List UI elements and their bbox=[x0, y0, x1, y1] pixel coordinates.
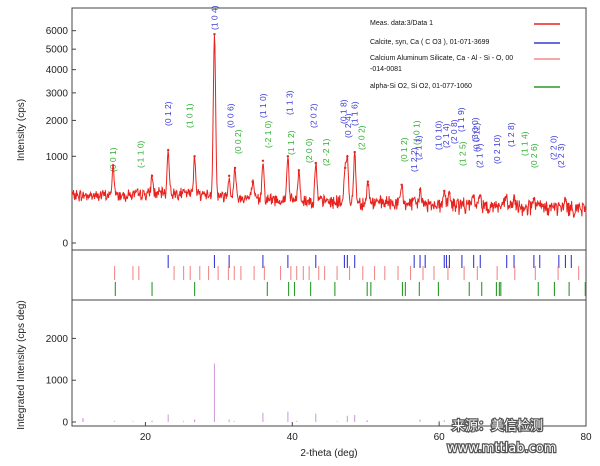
x-tick-label: 60 bbox=[434, 432, 446, 443]
measured-pattern-line bbox=[71, 35, 587, 218]
hkl-label: (1 1 4) bbox=[519, 131, 529, 156]
bottom-y-axis-label: Integrated Intensity (cps deg) bbox=[16, 300, 27, 430]
hkl-label: (1 0 4) bbox=[209, 5, 219, 30]
hkl-label: (2 0 2) bbox=[309, 103, 319, 128]
x-axis-ticks: 20 40 60 80 bbox=[140, 422, 592, 443]
hkl-label: (0 2 10) bbox=[492, 135, 502, 164]
peak-point bbox=[213, 33, 216, 36]
top-y-tick-label: 4000 bbox=[46, 65, 69, 76]
top-y-tick-label: 0 bbox=[62, 239, 68, 250]
hkl-label: (0 1 2) bbox=[399, 137, 409, 162]
hkl-label: (1 0 1) bbox=[184, 103, 194, 128]
bottom-y-tick-label: 0 bbox=[62, 418, 68, 429]
hkl-label: (3 0 0) bbox=[470, 117, 480, 142]
x-axis-label: 2-theta (deg) bbox=[300, 448, 357, 459]
hkl-label: (0 2 6) bbox=[529, 143, 539, 168]
hkl-label: (2 1 4) bbox=[441, 123, 451, 148]
integrated-panel bbox=[71, 299, 587, 427]
peak-point bbox=[286, 155, 290, 158]
top-y-ticks: 0 1000 2000 3000 4000 5000 6000 bbox=[46, 26, 76, 250]
legend-label-calcium-aluminum-silicate: Calcium Aluminum Silicate, Ca - Al - Si … bbox=[370, 55, 513, 62]
peak-point bbox=[227, 174, 231, 178]
hkl-label: (2 2 3) bbox=[556, 143, 566, 168]
legend-label-calcium-aluminum-silicate-cont: -014-0081 bbox=[370, 66, 402, 73]
hkl-label: (-1 1 0) bbox=[135, 140, 145, 168]
hkl-label: (0 0 6) bbox=[226, 103, 236, 128]
hkl-label: (2 -2 1) bbox=[321, 138, 331, 166]
hkl-label: (0 0 12) bbox=[472, 123, 482, 152]
integrated-intensity-sticks bbox=[82, 363, 539, 422]
intensity-panel bbox=[71, 7, 587, 251]
hkl-label: (0 2 4) bbox=[343, 113, 353, 138]
top-y-tick-label: 6000 bbox=[46, 26, 69, 37]
x-tick-label: 20 bbox=[140, 432, 152, 443]
hkl-label: (1 0 10) bbox=[433, 121, 443, 150]
hkl-label: (1 1 3) bbox=[284, 90, 294, 115]
hkl-label: (1 1 6) bbox=[350, 101, 360, 126]
hkl-label: (2 0 0) bbox=[304, 138, 314, 163]
x-tick-label: 80 bbox=[580, 432, 592, 443]
hkl-label: (-2 1 0) bbox=[263, 120, 273, 148]
top-y-tick-label: 3000 bbox=[46, 88, 69, 99]
hkl-label: (1 0 1) bbox=[411, 120, 421, 145]
hkl-label: (0 0 1) bbox=[108, 147, 118, 172]
legend-label-quartz: alpha-Si O2, Si O2, 01-077-1060 bbox=[370, 83, 472, 90]
hkl-label: (1 1 9) bbox=[456, 107, 466, 132]
watermark: 来源：美信检测 www.mttlab.com bbox=[446, 418, 558, 457]
legend-label-measured: Meas. data:3/Data 1 bbox=[370, 20, 433, 27]
hkl-label: (1 2 8) bbox=[506, 122, 516, 147]
bottom-y-tick-label: 1000 bbox=[46, 376, 69, 387]
hkl-label: (0 1 8) bbox=[339, 99, 349, 124]
peak-point bbox=[261, 159, 265, 162]
phase-marker-panel bbox=[71, 249, 587, 301]
legend: Meas. data:3/Data 1 Calcite, syn, Ca ( C… bbox=[370, 20, 560, 90]
hkl-label: (2 0 2) bbox=[356, 125, 366, 150]
top-y-axis-label: Intensity (cps) bbox=[16, 99, 27, 161]
hkl-label: (0 1 2) bbox=[163, 101, 173, 126]
hkl-label: (1 1 2) bbox=[286, 130, 296, 155]
top-y-tick-label: 2000 bbox=[46, 116, 69, 127]
bottom-y-tick-label: 2000 bbox=[46, 334, 69, 345]
bottom-y-ticks: 0 1000 2000 bbox=[46, 334, 76, 429]
hkl-label: (2 2 0) bbox=[549, 135, 559, 160]
reference-marker-ticks bbox=[114, 255, 586, 296]
top-y-tick-label: 5000 bbox=[46, 45, 69, 56]
hkl-label: (2 1 7) bbox=[475, 143, 485, 168]
hkl-label: (2 1 1) bbox=[414, 135, 424, 160]
top-y-tick-label: 1000 bbox=[46, 152, 69, 163]
hkl-label: (1 2 5) bbox=[458, 141, 468, 166]
watermark-line-2: www.mttlab.com bbox=[447, 441, 556, 456]
hkl-labels: (0 0 1) (-1 1 0)(0 1 2) (1 0 1)(1 0 4)(0 0… bbox=[108, 5, 566, 172]
legend-label-calcite: Calcite, syn, Ca ( C O3 ), 01-071-3699 bbox=[370, 39, 490, 46]
hkl-label: (1 2 2) bbox=[409, 147, 419, 172]
watermark-line-1: 来源：美信检测 bbox=[452, 419, 543, 434]
hkl-label: (2 0 8) bbox=[449, 119, 459, 144]
x-tick-label: 40 bbox=[287, 432, 299, 443]
hkl-label: (1 1 0) bbox=[258, 93, 268, 118]
hkl-label: (0 0 2) bbox=[233, 129, 243, 154]
